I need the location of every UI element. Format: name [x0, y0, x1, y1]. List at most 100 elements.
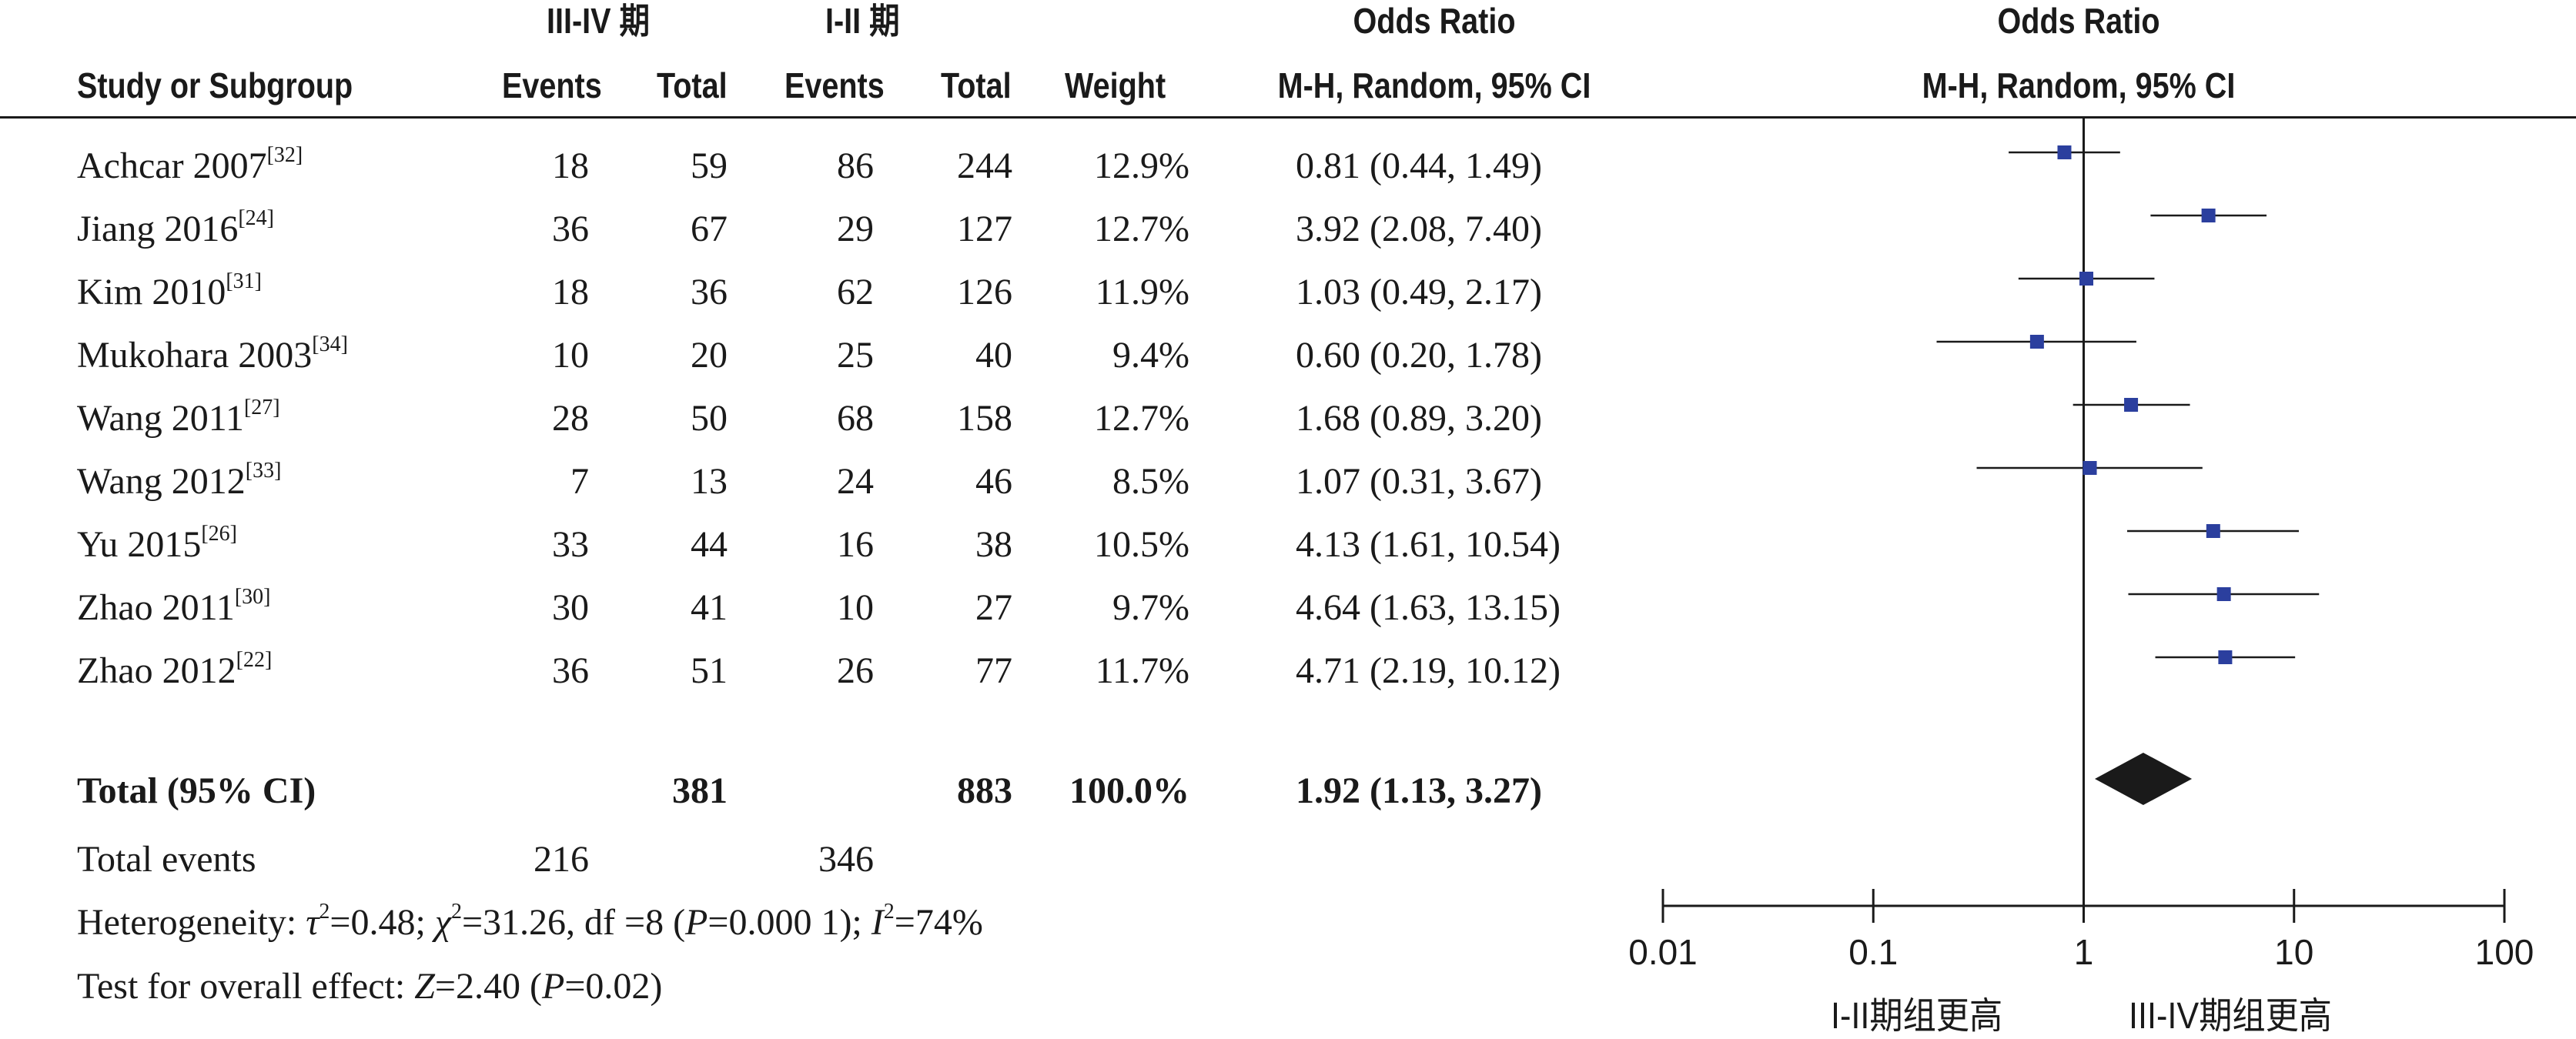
study-events1: 18: [552, 272, 589, 312]
study-ref: [31]: [226, 269, 262, 293]
x-tick-label: 10: [2274, 932, 2313, 972]
study-ci-text: 3.92 (2.08, 7.40): [1296, 209, 1542, 249]
study-ref: [34]: [312, 332, 348, 356]
study-ci-text: 1.68 (0.89, 3.20): [1296, 398, 1542, 439]
study-marker: [2216, 587, 2231, 601]
total-ci-text: 1.92 (1.13, 3.27): [1296, 770, 1542, 811]
study-events1: 36: [552, 650, 589, 691]
study-ref: [33]: [245, 459, 282, 483]
study-name-text: Achcar 2007: [77, 145, 267, 186]
study-total2: 127: [957, 209, 1012, 249]
study-events1: 36: [552, 209, 589, 249]
col-events2-header: Events: [785, 65, 885, 105]
study-ci-text: 1.07 (0.31, 3.67): [1296, 461, 1542, 502]
study-weight: 9.4%: [1112, 335, 1189, 376]
study-weight: 12.7%: [1094, 398, 1189, 439]
study-weight: 8.5%: [1112, 461, 1189, 502]
study-marker: [2057, 145, 2072, 159]
study-ref: [26]: [201, 522, 237, 546]
study-events1: 28: [552, 398, 589, 439]
study-marker: [2083, 461, 2097, 475]
study-total2: 38: [975, 524, 1012, 565]
col-total2-header: Total: [941, 65, 1012, 105]
study-total1: 51: [691, 650, 728, 691]
group1-label: III-IV 期: [547, 1, 651, 41]
study-events1: 10: [552, 335, 589, 376]
study-marker: [2029, 335, 2044, 349]
study-total2: 27: [975, 587, 1012, 628]
study-total1: 13: [691, 461, 728, 502]
study-total2: 126: [957, 272, 1012, 312]
study-ref: [24]: [238, 206, 274, 230]
study-total1: 36: [691, 272, 728, 312]
study-ci-text: 4.13 (1.61, 10.54): [1296, 524, 1561, 565]
study-name: Kim 2010[31]: [77, 271, 262, 311]
total-events-label: Total events: [77, 839, 256, 880]
study-total1: 67: [691, 209, 728, 249]
study-weight: 9.7%: [1112, 587, 1189, 628]
col-weight-header: Weight: [1065, 65, 1166, 105]
study-events2: 16: [837, 524, 874, 565]
total-label: Total (95% CI): [77, 770, 316, 811]
study-ref: [22]: [236, 648, 273, 672]
overall-effect-text: Test for overall effect: Z=2.40 (P=0.02): [77, 966, 663, 1007]
x-tick-label: 1: [2074, 932, 2094, 972]
study-events2: 24: [837, 461, 874, 502]
study-name: Jiang 2016[24]: [77, 208, 274, 248]
study-events2: 62: [837, 272, 874, 312]
study-weight: 11.9%: [1095, 272, 1189, 312]
study-marker: [2206, 524, 2220, 538]
study-events1: 7: [570, 461, 589, 502]
study-events2: 25: [837, 335, 874, 376]
study-ci-text: 1.03 (0.49, 2.17): [1296, 272, 1542, 312]
x-tick-label: 0.01: [1628, 932, 1698, 972]
study-total1: 44: [691, 524, 728, 565]
favours-left-label: I-II期组更高: [1831, 996, 2003, 1037]
study-name-text: Wang 2011: [77, 398, 244, 439]
odds-ratio-title: Odds Ratio: [1353, 1, 1516, 41]
study-name: Mukohara 2003[34]: [77, 334, 348, 374]
total-weight: 100.0%: [1069, 770, 1189, 811]
total-events2: 346: [818, 839, 874, 880]
study-events2: 68: [837, 398, 874, 439]
col-events1-header: Events: [502, 65, 602, 105]
study-ci-text: 0.60 (0.20, 1.78): [1296, 335, 1542, 376]
header-rule: [0, 116, 2576, 119]
study-total2: 40: [975, 335, 1012, 376]
study-events1: 18: [552, 145, 589, 186]
study-name: Achcar 2007[32]: [77, 145, 303, 186]
study-ref: [30]: [234, 585, 271, 609]
study-events1: 30: [552, 587, 589, 628]
study-total2: 244: [957, 145, 1012, 186]
study-marker: [2079, 272, 2094, 286]
study-ci-text: 0.81 (0.44, 1.49): [1296, 145, 1542, 186]
x-tick-label: 100: [2475, 932, 2534, 972]
study-total1: 20: [691, 335, 728, 376]
study-marker: [2124, 398, 2139, 412]
study-name-text: Zhao 2011: [77, 587, 235, 628]
study-total2: 158: [957, 398, 1012, 439]
study-ci-text: 4.71 (2.19, 10.12): [1296, 650, 1561, 691]
group2-label: I-II 期: [825, 1, 900, 41]
study-marker: [2218, 650, 2233, 664]
study-name: Yu 2015[26]: [77, 523, 237, 563]
study-ci-text: 4.64 (1.63, 13.15): [1296, 587, 1561, 628]
study-weight: 12.7%: [1094, 209, 1189, 249]
study-total1: 50: [691, 398, 728, 439]
study-marker: [2201, 209, 2216, 222]
study-total2: 77: [975, 650, 1012, 691]
study-name-text: Zhao 2012: [77, 650, 236, 691]
total-total1: 381: [672, 770, 728, 811]
study-weight: 11.7%: [1095, 650, 1189, 691]
study-total2: 46: [975, 461, 1012, 502]
study-name: Zhao 2012[22]: [77, 650, 272, 691]
study-name: Wang 2012[33]: [77, 460, 281, 500]
study-total1: 59: [691, 145, 728, 186]
study-name: Wang 2011[27]: [77, 397, 280, 439]
total-events1: 216: [534, 839, 589, 880]
study-total1: 41: [691, 587, 728, 628]
study-ref: [27]: [243, 396, 280, 419]
study-name: Zhao 2011[30]: [77, 586, 271, 628]
study-events2: 86: [837, 145, 874, 186]
